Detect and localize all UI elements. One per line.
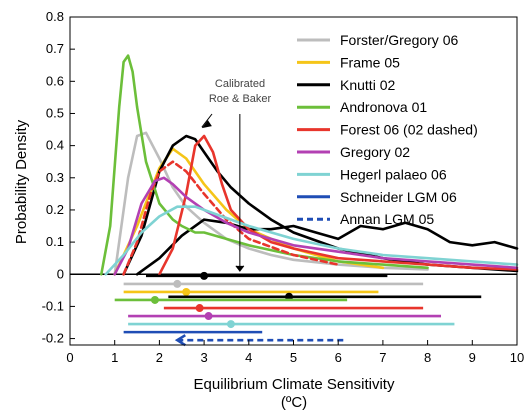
annotation-pointer-head [201,120,212,129]
x-tick-label: 6 [335,350,342,365]
annotation-text-line: Calibrated [215,78,265,90]
legend-label-forest-06-02-dashed: Forest 06 (02 dashed) [340,122,478,138]
curve-forster-gregory-06 [113,131,429,276]
plot-area [70,17,517,345]
range-bars [114,271,482,347]
y-axis-label: Probability Density [13,119,30,244]
density-curves [100,54,519,276]
range-bar-forest-06-02-dashed-best-estimate [195,304,204,313]
legend-label-andronova-01: Andronova 01 [340,99,427,115]
legend: Forster/Gregory 06 Frame 05 Knutti 02 Andro… [297,32,478,227]
legend-label-frame-05: Frame 05 [340,54,400,70]
legend-label-knutti-02: Knutti 02 [340,77,395,93]
range-bar-gregory-02-best-estimate [204,312,213,321]
axes: 0 1 2 3 4 5 6 7 8 9 10 -0.2 -0.1 0 0.1 0.2 0.3 0.4 0.5 0.6 0… [42,9,524,365]
legend-label-schneider-lgm-06: Schneider LGM 06 [340,189,457,205]
curve-forest-06-02-dashed-alt [122,160,340,276]
x-tick-label: 1 [111,350,118,365]
annotation-text-line: Roe & Baker [209,93,272,105]
x-tick-label: 9 [469,350,476,365]
range-bar-frame-05-best-estimate [182,287,191,296]
curve-knutti-02-alt [135,218,519,276]
plot-background [70,17,517,345]
x-tick-label: 0 [66,350,73,365]
range-bar-annan-lgm-05-arrow [174,334,186,347]
x-tick-label: 5 [290,350,297,365]
y-tick-label: 0 [57,266,64,281]
x-axis-label: Equilibrium Climate Sensitivity [194,376,395,393]
x-tick-label: 2 [156,350,163,365]
y-tick-label: -0.1 [42,298,64,313]
y-tick-label: -0.2 [42,331,64,346]
x-tick-label: 3 [200,350,207,365]
annotation-pointer-line [201,113,213,128]
y-tick-label: 0.7 [46,41,64,56]
range-bar-andronova-01-best-estimate [150,295,159,304]
y-tick-label: 0.1 [46,234,64,249]
curve-hegerl-palaeo-06 [104,205,519,276]
x-tick-label: 4 [245,350,252,365]
legend-label-annan-lgm-05: Annan LGM 05 [340,211,434,227]
legend-label-gregory-02: Gregory 02 [340,144,410,160]
x-tick-label: 7 [379,350,386,365]
range-bar-forster-gregory-06-best-estimate [173,279,182,288]
x-tick-label: 10 [510,350,524,365]
y-tick-label: 0.4 [46,138,64,153]
range-bar-knutti-02-best-estimate [200,271,209,280]
curve-gregory-02 [113,176,519,276]
y-tick-label: 0.2 [46,202,64,217]
y-tick-label: 0.6 [46,73,64,88]
y-tick-label: 0.3 [46,170,64,185]
y-tick-label: 0.5 [46,105,64,120]
annotation-arrow-head [235,265,245,272]
range-bar-hegerl-palaeo-06-best-estimate [226,320,235,329]
legend-label-hegerl-palaeo-06: Hegerl palaeo 06 [340,166,447,182]
y-tick-label: 0.8 [46,9,64,24]
annotation: Calibrated Roe & Baker [201,78,272,272]
x-tick-label: 8 [424,350,431,365]
legend-label-forster-gregory-06: Forster/Gregory 06 [340,32,458,48]
x-axis-unit: (ºC) [281,394,307,411]
